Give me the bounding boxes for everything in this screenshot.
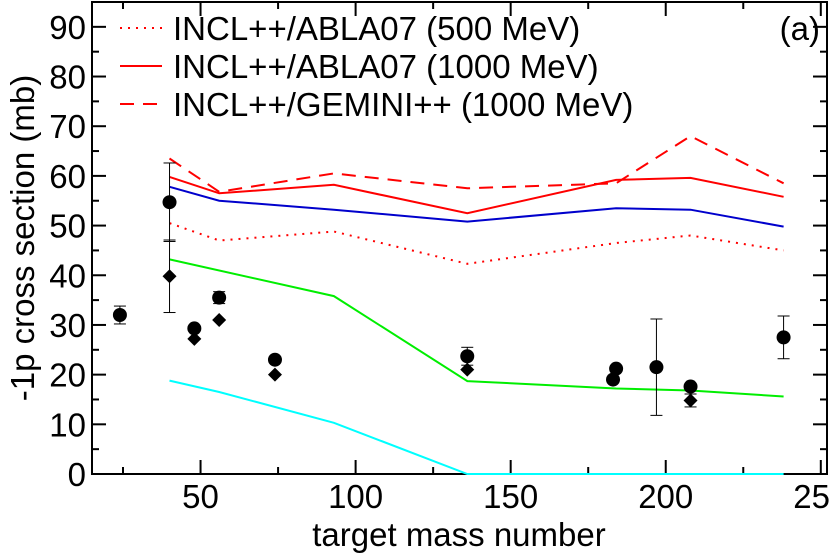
x-tick-label: 250 [793,478,830,515]
y-tick-label: 90 [49,9,86,46]
series-line-blue-model [169,185,784,228]
data-point-circle [112,308,127,323]
legend-label: INCL++/ABLA07 (500 MeV) [173,10,580,47]
y-tick-label: 60 [49,158,86,195]
y-tick-label: 70 [49,108,86,145]
y-tick-label: 40 [49,257,86,294]
data-point-diamond [162,269,177,284]
y-tick-label: 30 [49,307,86,344]
y-tick-label: 80 [49,59,86,96]
data-point-diamond [460,362,475,377]
series-line-green-model [169,258,784,398]
data-point-diamond [212,312,227,327]
data-point-circle [212,290,227,305]
series-line-incl-gemini-1000-mev [168,134,785,193]
x-tick-label: 150 [483,478,538,515]
points-layer [112,162,791,416]
plot-frame [91,1,828,475]
x-axis-label: target mass number [312,516,605,553]
data-point-diamond [267,367,282,382]
data-point-circle [460,349,475,364]
data-point-circle [606,372,621,387]
x-tick-label: 100 [328,478,383,515]
series-line-cyan-model [169,379,784,475]
legend: INCL++/ABLA07 (500 MeV)INCL++/ABLA07 (10… [120,10,633,123]
y-tick-label: 0 [68,456,86,493]
x-tick-label: 50 [182,478,219,515]
x-tick-label: 200 [638,478,693,515]
data-point-diamond [683,393,698,408]
ticks: 50 100 150 200 250 0 10 20 30 40 50 60 70 80 90 [49,2,830,515]
panel-label: (a) [780,10,820,47]
data-point-circle [267,352,282,367]
data-point-circle [162,195,177,210]
legend-label: INCL++/GEMINI++ (1000 MeV) [173,86,633,123]
data-point-circle [649,360,664,375]
data-point-circle [187,321,202,336]
y-tick-label: 10 [49,406,86,443]
series-line-incl-abla07-1000-mev [169,175,784,215]
data-point-circle [609,361,624,376]
data-point-circle [683,379,698,394]
data-point-diamond [187,331,202,346]
series-layer [168,134,785,475]
legend-label: INCL++/ABLA07 (1000 MeV) [173,48,599,85]
series-line-incl-abla07-500-mev [169,222,784,265]
y-axis-label: -1p cross section (mb) [4,75,41,401]
data-point-circle [776,330,791,345]
y-tick-label: 50 [49,208,86,245]
y-tick-label: 20 [49,357,86,394]
